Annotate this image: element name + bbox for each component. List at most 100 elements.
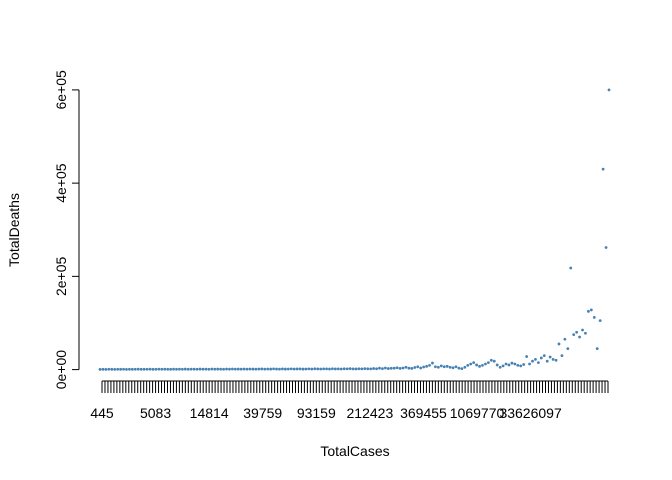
data-point [107, 367, 111, 371]
data-point [145, 367, 149, 371]
data-point [216, 367, 220, 371]
data-point [363, 367, 367, 371]
x-tick-label: 369455 [400, 405, 447, 421]
data-point [492, 359, 496, 363]
data-point [233, 367, 237, 371]
data-point [469, 362, 473, 366]
data-point [481, 364, 484, 367]
data-point [157, 367, 161, 371]
data-point [522, 363, 526, 366]
data-point [254, 367, 258, 371]
data-point [230, 367, 234, 371]
data-point [198, 367, 202, 371]
data-point [116, 367, 120, 371]
data-point [245, 367, 249, 371]
data-point [534, 357, 537, 361]
data-point [336, 367, 340, 371]
data-point [257, 367, 261, 371]
data-point [331, 367, 334, 371]
data-point [166, 367, 170, 371]
data-point [289, 367, 293, 371]
data-point [354, 367, 358, 371]
data-point [457, 366, 461, 370]
data-point [298, 367, 302, 371]
data-point [178, 367, 181, 371]
data-point [319, 367, 323, 371]
y-tick-label: 0e+00 [53, 350, 69, 390]
data-point [119, 367, 122, 371]
data-point [434, 365, 437, 369]
data-point [563, 337, 567, 341]
data-point [281, 367, 284, 371]
x-axis: 445 5083 14814 39759 93159 212423 369455 106977… [90, 380, 609, 421]
data-point [560, 354, 564, 358]
data-point [339, 367, 343, 371]
data-point [304, 367, 308, 371]
data-point [539, 356, 543, 360]
data-point [410, 367, 414, 370]
data-point [278, 367, 281, 371]
data-point [307, 367, 311, 371]
data-point [389, 366, 393, 370]
data-point [357, 367, 361, 371]
data-point [395, 366, 399, 370]
data-point [151, 367, 155, 371]
data-point [313, 367, 317, 371]
data-point [239, 367, 243, 371]
y-axis-label: TotalDeaths [6, 193, 22, 267]
data-point [542, 354, 546, 358]
data-point [269, 367, 273, 371]
data-point [266, 367, 270, 371]
data-point [219, 367, 223, 371]
data-point [189, 367, 193, 371]
data-point [183, 367, 187, 371]
data-point [381, 367, 384, 371]
data-point [604, 246, 608, 249]
data-point [383, 366, 387, 370]
data-point [431, 361, 434, 365]
y-tick-label: 4e+05 [53, 163, 69, 203]
data-point [425, 364, 428, 368]
data-point [419, 366, 423, 370]
data-point [195, 367, 199, 371]
data-point [436, 365, 440, 369]
data-point [595, 347, 599, 351]
x-tick-label: 5083 [140, 405, 171, 421]
data-point [369, 367, 373, 371]
data-point [345, 367, 349, 371]
data-point [507, 363, 511, 367]
data-point [422, 365, 426, 369]
y-axis: 0e+00 2e+05 4e+05 6e+05 [53, 70, 80, 390]
data-point [192, 367, 196, 371]
data-point [557, 342, 561, 346]
data-point [466, 364, 470, 367]
data-point [248, 367, 252, 371]
data-point [587, 309, 590, 313]
x-tick-label: 39759 [243, 405, 282, 421]
data-point [584, 331, 587, 335]
data-point [172, 367, 175, 371]
data-point [407, 366, 411, 370]
data-point [451, 366, 455, 370]
data-point [201, 367, 205, 371]
data-point [598, 319, 602, 323]
data-point [498, 365, 502, 369]
data-point [581, 328, 584, 332]
data-point [478, 364, 481, 368]
data-point [236, 367, 240, 371]
data-point [128, 367, 131, 371]
data-point [160, 367, 164, 371]
data-point [325, 367, 328, 371]
data-point [301, 367, 305, 371]
data-point [442, 365, 446, 369]
data-point [398, 367, 402, 370]
data-point [513, 362, 517, 366]
data-point [386, 367, 390, 370]
data-point [545, 359, 549, 363]
data-point [569, 266, 573, 270]
data-point [122, 367, 125, 371]
data-point [516, 364, 520, 367]
data-point [525, 355, 529, 358]
x-tick-label: 33626097 [499, 405, 562, 421]
data-point [154, 367, 158, 371]
